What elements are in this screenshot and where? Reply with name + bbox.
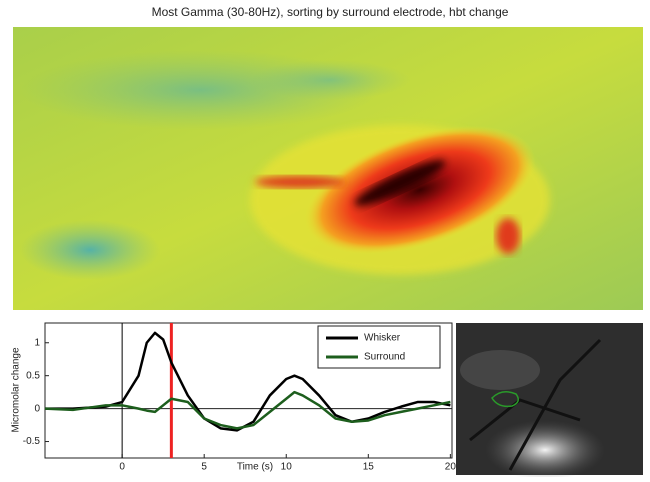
x-tick-label: 0 <box>119 462 125 473</box>
y-tick-label: 0.5 <box>26 370 40 381</box>
x-tick-label: 10 <box>281 462 293 473</box>
legend-label: Surround <box>364 352 405 363</box>
figure: Most Gamma (30-80Hz), sorting by surroun… <box>0 0 650 477</box>
y-tick-label: -0.5 <box>23 436 41 447</box>
legend-label: Whisker <box>364 333 401 344</box>
x-tick-label: 15 <box>363 462 375 473</box>
x-axis-label: Time (s) <box>237 462 273 473</box>
y-tick-label: 0 <box>34 403 40 414</box>
x-tick-label: 5 <box>201 462 207 473</box>
figure-title: Most Gamma (30-80Hz), sorting by surroun… <box>152 5 509 19</box>
x-tick-label: 20 <box>445 462 457 473</box>
heatmap-image <box>13 27 643 310</box>
y-tick-label: 1 <box>34 337 40 348</box>
inset-image <box>456 323 643 477</box>
y-axis-label: Micromolar change <box>11 347 22 432</box>
